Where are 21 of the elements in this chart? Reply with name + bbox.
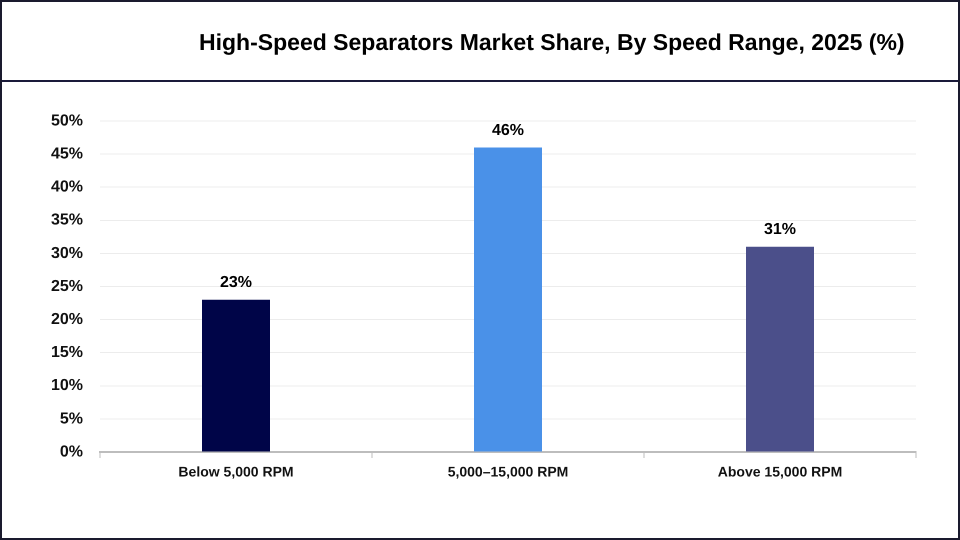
y-tick-label: 15%: [50, 344, 83, 362]
x-tick-label: Above 15,000 RPM: [718, 463, 842, 480]
data-label: 23%: [220, 274, 252, 292]
y-tick-label: 40%: [50, 178, 83, 196]
y-tick-label: 5%: [60, 410, 83, 428]
bar: [474, 147, 542, 452]
y-tick-label: 10%: [50, 377, 83, 394]
y-tick-label: 0%: [60, 443, 83, 460]
chart-title: High-Speed Separators Market Share, By Speed Range, 2025 (%): [199, 29, 905, 56]
y-tick-label: 20%: [50, 311, 83, 328]
bar: [746, 246, 814, 452]
y-tick-label: 35%: [50, 212, 83, 229]
x-tick-label: 5,000–15,000 RPM: [448, 463, 568, 480]
data-label: 46%: [492, 122, 524, 139]
bar: [202, 300, 270, 452]
y-tick-label: 30%: [50, 244, 83, 262]
x-tick-label: Below 5,000 RPM: [178, 463, 294, 480]
y-tick-label: 50%: [50, 112, 83, 130]
y-tick-label: 45%: [50, 146, 83, 163]
y-tick-label: 25%: [50, 278, 83, 295]
data-label: 31%: [764, 221, 796, 238]
